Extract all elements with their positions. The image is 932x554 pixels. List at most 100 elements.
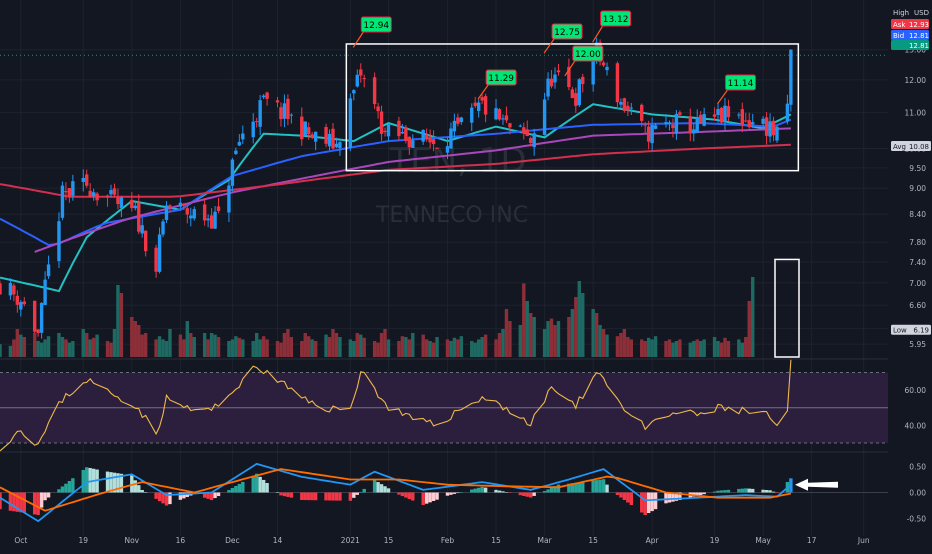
candle-body <box>251 121 255 138</box>
macd-histogram-bar <box>400 492 405 497</box>
grid <box>0 0 932 536</box>
x-tick-label: 14 <box>273 536 283 545</box>
annotation-label: 13.12 <box>603 15 629 25</box>
candle-body <box>549 78 554 87</box>
macd-histogram-bar <box>216 492 221 497</box>
volume-bar <box>404 337 408 357</box>
candle-body <box>470 107 474 123</box>
macd-histogram-bar <box>761 489 765 493</box>
volume-bar <box>518 325 523 357</box>
macd-histogram-bar <box>594 480 599 493</box>
volume-bar <box>289 337 294 357</box>
macd-histogram-bar <box>518 492 523 496</box>
macd-histogram-bar <box>542 491 547 493</box>
candle-body <box>140 225 144 234</box>
volume-bar <box>241 339 245 357</box>
candle-body <box>39 303 44 333</box>
volume-bar <box>449 341 453 357</box>
candle-body <box>771 120 776 136</box>
macd-histogram-bar <box>133 480 137 493</box>
volume-bar <box>213 334 217 357</box>
volume-bar <box>508 321 512 357</box>
macd-y-tick-label: -0.50 <box>907 515 927 524</box>
annotation-label-box <box>600 10 632 27</box>
volume-bar <box>591 309 595 357</box>
candle-body <box>553 74 557 83</box>
candle-body <box>740 109 745 125</box>
candle-body <box>348 98 353 148</box>
volume-bar <box>567 317 571 357</box>
macd-histogram-bar <box>435 492 439 500</box>
y-tick-label: 6.60 <box>909 301 926 310</box>
currency-label: USD <box>914 9 929 17</box>
volume-bar <box>202 333 207 357</box>
candle-body <box>265 92 269 99</box>
macd-histogram-bar <box>178 492 183 500</box>
candle-body <box>619 101 623 105</box>
volume-bar <box>36 341 40 357</box>
volume-bar <box>303 333 307 357</box>
volume-bar <box>300 341 304 357</box>
volume-bar <box>15 329 20 357</box>
x-tick-label: May <box>755 536 771 545</box>
candle-body <box>508 123 512 128</box>
macd-histogram-bar <box>532 492 536 496</box>
volume-bar <box>546 321 550 357</box>
candle-body <box>667 122 672 124</box>
candle-body <box>459 117 464 123</box>
price-tag-label: Bid <box>893 32 904 40</box>
volume-bar <box>445 339 450 357</box>
volume-bar <box>452 337 457 357</box>
price-tag-label: Low <box>893 327 907 335</box>
volume-bar <box>480 337 484 357</box>
volume-bar <box>251 341 255 357</box>
candle-body <box>404 127 408 141</box>
macd-histogram-bar <box>404 492 408 498</box>
macd-histogram-bar <box>605 484 609 493</box>
candle-body <box>88 190 92 197</box>
candle-body <box>775 126 779 141</box>
macd-histogram-bar <box>286 492 290 497</box>
price-tag-value: 12.81 <box>909 42 929 50</box>
macd-histogram-bar <box>206 492 210 499</box>
macd-histogram-bar <box>85 467 89 493</box>
volume-bar <box>143 333 148 357</box>
y-tick-label: 8.40 <box>909 210 926 219</box>
volume-bar <box>723 337 727 357</box>
candle-body <box>12 285 16 295</box>
y-tick-label: 11.00 <box>905 109 927 118</box>
candle-body <box>764 117 769 136</box>
volume-bar <box>8 345 13 357</box>
candle-body <box>480 97 484 101</box>
candle-body <box>261 95 266 98</box>
high-label: High <box>893 9 909 17</box>
volume-bar <box>494 339 498 357</box>
macd-histogram-bar <box>334 492 339 501</box>
macd-histogram-bar <box>22 492 26 513</box>
macd-histogram-bar <box>161 492 165 504</box>
macd-histogram-bar <box>591 480 595 493</box>
macd-histogram-bar <box>615 492 620 495</box>
candle-body <box>702 114 706 126</box>
macd-histogram-bar <box>289 492 294 498</box>
volume-bar <box>286 329 290 357</box>
candle-body <box>310 134 314 138</box>
candle-body <box>209 215 214 229</box>
x-tick-label: Mar <box>538 536 553 545</box>
macd-histogram-bar <box>88 468 92 493</box>
volume-bar <box>362 337 366 357</box>
macd-histogram-bar <box>182 492 186 499</box>
volume-bar <box>324 334 328 357</box>
volume-bar <box>168 329 172 357</box>
macd-histogram-bar <box>601 479 606 493</box>
consolidation-box <box>345 43 800 172</box>
macd-histogram-bar <box>71 478 75 493</box>
annotation-leader <box>717 89 728 105</box>
x-tick-label: 15 <box>384 536 394 545</box>
volume-bar <box>307 336 311 357</box>
candle-body <box>46 264 51 277</box>
macd-histogram-bar <box>480 486 484 493</box>
candle-body <box>130 199 134 209</box>
volume-bar <box>161 339 165 357</box>
macd-histogram-bar <box>265 483 269 493</box>
